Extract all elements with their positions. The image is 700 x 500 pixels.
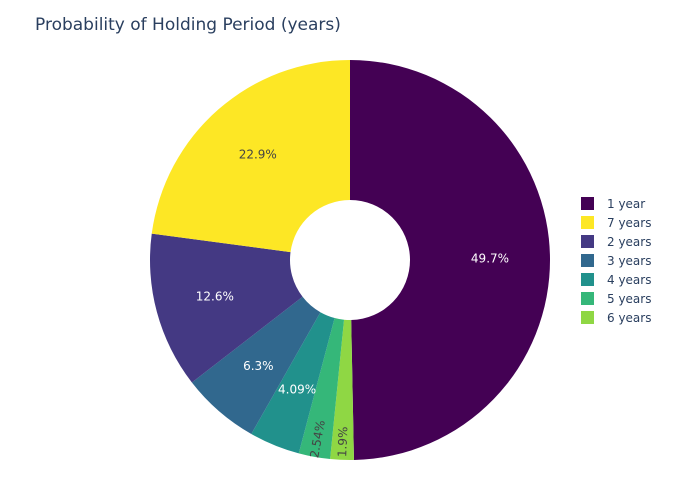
legend-swatch-2-years[interactable] bbox=[581, 235, 594, 248]
slice-label-7-years: 22.9% bbox=[239, 148, 277, 162]
legend-swatch-4-years[interactable] bbox=[581, 273, 594, 286]
slice-1-year[interactable] bbox=[350, 60, 551, 460]
slice-7-years[interactable] bbox=[151, 59, 350, 253]
legend-label-3-years[interactable]: 3 years bbox=[607, 254, 651, 268]
legend-label-1-year[interactable]: 1 year bbox=[607, 197, 645, 211]
slice-label-3-years: 6.3% bbox=[243, 359, 274, 373]
slice-3-years[interactable] bbox=[191, 296, 321, 434]
slice-label-1-year: 49.7% bbox=[471, 252, 509, 266]
legend-label-6-years[interactable]: 6 years bbox=[607, 311, 651, 325]
chart-title: Probability of Holding Period (years) bbox=[35, 15, 341, 35]
slice-labels-group: 49.7% 1.9% 2.54% 4.09% 6.3% 12.6% 22.9% bbox=[196, 148, 509, 459]
slice-5-years[interactable] bbox=[298, 317, 345, 460]
slice-label-6-years: 1.9% bbox=[335, 426, 350, 457]
legend-label-4-years[interactable]: 4 years bbox=[607, 273, 651, 287]
legend: 1 year 7 years 2 years 3 years 4 years 5 year… bbox=[581, 197, 651, 325]
slice-6-years[interactable] bbox=[330, 319, 354, 460]
legend-label-2-years[interactable]: 2 years bbox=[607, 235, 651, 249]
slice-label-2-years: 12.6% bbox=[196, 289, 234, 303]
legend-swatch-5-years[interactable] bbox=[581, 292, 594, 305]
slice-label-5-years: 2.54% bbox=[307, 419, 328, 459]
slice-2-years[interactable] bbox=[149, 233, 303, 383]
slice-4-years[interactable] bbox=[251, 312, 335, 454]
legend-swatch-3-years[interactable] bbox=[581, 254, 594, 267]
legend-swatch-7-years[interactable] bbox=[581, 216, 594, 229]
legend-swatch-6-years[interactable] bbox=[581, 311, 594, 324]
legend-label-5-years[interactable]: 5 years bbox=[607, 292, 651, 306]
slice-label-4-years: 4.09% bbox=[278, 383, 316, 397]
slices-group bbox=[149, 59, 551, 460]
legend-swatch-1-year[interactable] bbox=[581, 197, 594, 210]
legend-label-7-years[interactable]: 7 years bbox=[607, 216, 651, 230]
